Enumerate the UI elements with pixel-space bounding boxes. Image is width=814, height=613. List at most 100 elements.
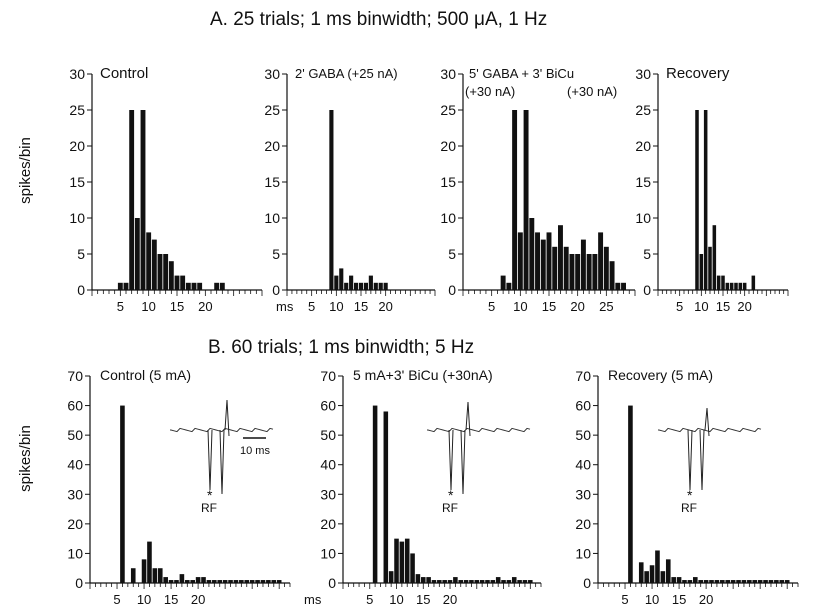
panel-7-bar <box>774 580 779 583</box>
panel-4-bar <box>751 275 756 290</box>
panel-5-x-tick-label: 15 <box>164 592 178 607</box>
panel-3-bar <box>523 110 529 290</box>
panel-4-bar <box>721 275 725 290</box>
panel-7-bar <box>665 559 671 583</box>
panel-3-bar <box>552 246 558 290</box>
panel-4-bar <box>738 282 743 290</box>
panel-7-bar <box>784 580 790 583</box>
panel-1-bar <box>146 232 152 290</box>
panel-3-bar <box>563 246 569 290</box>
inset-recovery-spike-peak <box>704 407 710 437</box>
panel-1-y-tick-label: 15 <box>69 174 85 190</box>
panel-3-x-tick-label: 20 <box>570 299 584 314</box>
panel-3-bar <box>569 254 575 290</box>
panel-5-bar <box>244 580 250 583</box>
panel-4-bar <box>716 275 721 290</box>
inset-recovery-stim-star: * <box>687 487 693 503</box>
panel-2-y-tick-label: 5 <box>272 246 280 262</box>
panel-5-bar <box>130 568 136 583</box>
panel-7-bar <box>730 580 736 583</box>
panel-7-bar <box>703 580 709 583</box>
panel-6-bar <box>410 553 415 583</box>
panel-6-bar <box>383 411 389 583</box>
inset-control-spike <box>219 429 225 495</box>
panel-7-bar <box>714 580 720 583</box>
panel-4-y-tick-label: 25 <box>635 102 651 118</box>
panel-7-x-tick-label: 10 <box>645 592 659 607</box>
panel-6-bar <box>485 580 490 583</box>
panel-2-bar <box>363 282 368 290</box>
panel-5-bar <box>195 577 201 583</box>
panel-6-x-tick-label: 5 <box>366 592 373 607</box>
panel-6-bar <box>453 577 458 583</box>
panel-1-x-tick-label: 10 <box>141 299 155 314</box>
inset-recovery-spike <box>687 429 693 491</box>
panel-5-bar <box>179 574 185 583</box>
panel-3-bar <box>621 282 626 290</box>
panel-6-bar <box>511 577 517 583</box>
panel-6-bar <box>490 580 496 583</box>
panel-2-x-tick-label: 20 <box>378 299 392 314</box>
panel-5-title: Control (5 mA) <box>100 367 191 383</box>
inset-bicu-spike <box>448 429 454 491</box>
panel-2-y-tick-label: 10 <box>264 210 280 226</box>
panel-7-bar <box>638 562 644 583</box>
panel-7-bar <box>757 580 763 583</box>
panel-6-y-tick-label: 0 <box>328 575 336 591</box>
panel-5-bar <box>163 577 168 583</box>
panel-6-y-tick-label: 70 <box>320 368 336 384</box>
panel-3-bar <box>615 282 621 290</box>
panel-4-x-tick-label: 20 <box>737 299 751 314</box>
inset-bicu-trace <box>427 427 531 433</box>
panel-3-bar <box>580 239 586 290</box>
panel-7-y-tick-label: 60 <box>575 398 591 414</box>
panel-2-y-tick-label: 25 <box>264 102 280 118</box>
inset-control-stim-star: * <box>207 487 213 503</box>
inset-control-scale-label: 10 ms <box>240 445 270 457</box>
panel-6-y-tick-label: 10 <box>320 545 336 561</box>
panel-7-bar <box>752 580 758 583</box>
panel-7-bar <box>741 580 747 583</box>
panel-2-bar <box>339 268 344 290</box>
panel-3-y-tick-label: 0 <box>448 282 456 298</box>
panel-4-bar <box>708 246 712 290</box>
inset-recovery-rf-label: RF <box>681 501 697 515</box>
panel-5-bar <box>147 541 152 583</box>
panel-3-bar <box>540 239 546 290</box>
panel-3-x-tick-label: 15 <box>542 299 556 314</box>
panel-4-bar <box>742 282 747 290</box>
panel-5-bar <box>266 580 271 583</box>
panel-5-bar <box>233 580 239 583</box>
panel-3-bar <box>586 254 592 290</box>
panel-7-bar <box>628 405 633 583</box>
panel-7-y-tick-label: 10 <box>575 545 591 561</box>
panel-1-bar <box>219 282 225 290</box>
panel-5-x-tick-label: 20 <box>191 592 205 607</box>
panel-3-bar <box>512 110 518 290</box>
panel-1-bar <box>214 282 220 290</box>
panel-4-y-tick-label: 30 <box>635 66 651 82</box>
panel-4-y-tick-label: 15 <box>635 174 651 190</box>
panel-2-bar <box>349 275 354 290</box>
panel-1-x-tick-label: 15 <box>170 299 184 314</box>
panel-3-bar <box>609 261 615 290</box>
panel-4-x-tick-label: 5 <box>676 299 683 314</box>
panel-5-y-tick-label: 30 <box>67 486 83 502</box>
panel-6-bar <box>447 580 453 583</box>
panel-5-bar <box>174 580 179 583</box>
panel-4-bar <box>703 110 708 290</box>
panel-6-title: 5 mA+3' BiCu (+30nA) <box>353 367 493 383</box>
panel-7-bar <box>682 580 687 583</box>
panel-1-bar <box>197 282 203 290</box>
panel-5-bar <box>228 580 233 583</box>
panel-5-bar <box>271 580 277 583</box>
inset-bicu-spike <box>460 429 466 495</box>
panel-4-bar <box>699 254 704 290</box>
panel-6-bar <box>415 574 421 583</box>
panel-7-bar <box>720 580 725 583</box>
panel-7-y-tick-label: 0 <box>583 575 591 591</box>
panel-1-y-tick-label: 25 <box>69 102 85 118</box>
panel-7-bar <box>725 580 731 583</box>
panel-6-bar <box>469 580 474 583</box>
